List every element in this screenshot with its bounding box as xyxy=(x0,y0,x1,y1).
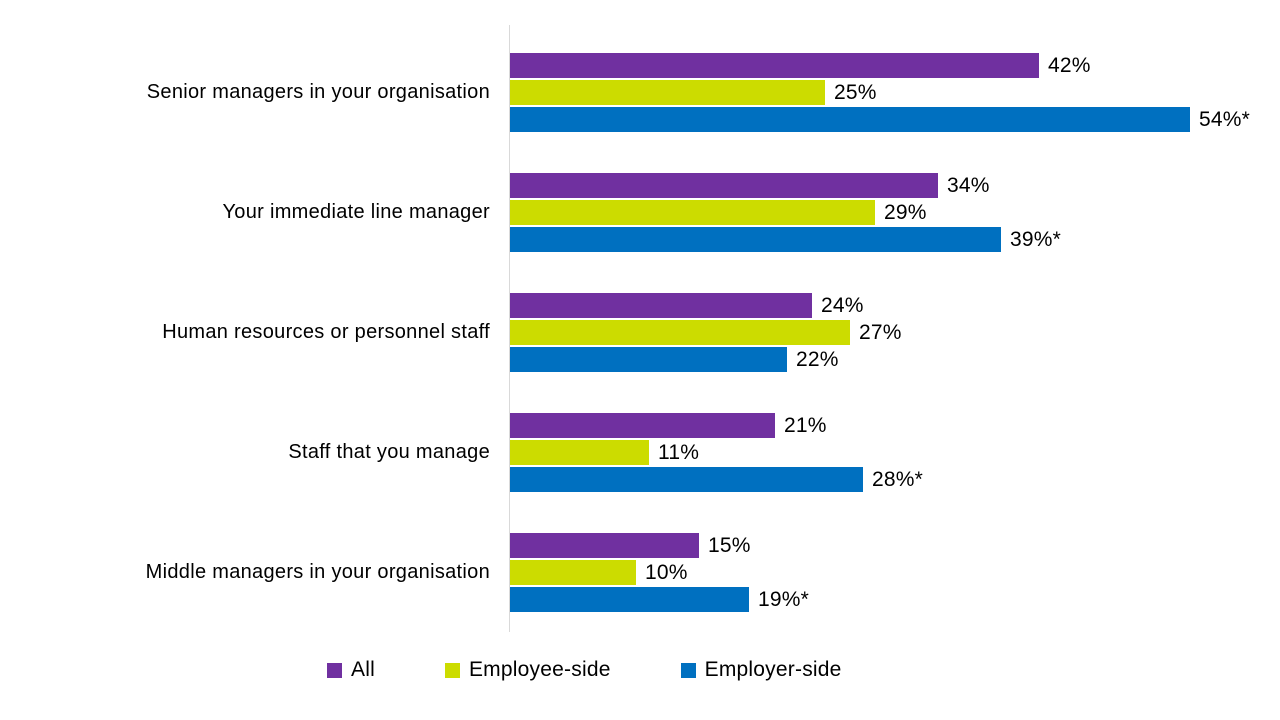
value-label: 24% xyxy=(821,294,864,317)
legend: All Employee-side Employer-side xyxy=(327,658,842,682)
legend-item-employee-side: Employee-side xyxy=(444,658,611,682)
legend-swatch-all xyxy=(327,662,342,678)
bar xyxy=(510,467,863,492)
bar xyxy=(510,320,850,345)
legend-item-employer-side: Employer-side xyxy=(680,658,842,682)
category-label: Senior managers in your organisation xyxy=(146,81,490,103)
bar xyxy=(510,293,812,318)
value-label: 19%* xyxy=(758,588,810,611)
value-label: 22% xyxy=(796,348,839,371)
legend-label: Employer-side xyxy=(704,658,842,681)
bar xyxy=(510,107,1190,132)
bar xyxy=(510,347,787,372)
bar xyxy=(510,80,825,105)
bar xyxy=(510,173,938,198)
value-label: 21% xyxy=(784,414,827,437)
legend-swatch-employee-side xyxy=(444,662,460,678)
bar xyxy=(510,533,699,558)
bar xyxy=(510,413,775,438)
value-label: 34% xyxy=(947,174,990,197)
value-label: 42% xyxy=(1048,54,1091,77)
bar xyxy=(510,53,1039,78)
value-label: 25% xyxy=(834,81,877,104)
y-axis-line xyxy=(509,25,510,632)
category-label: Middle managers in your organisation xyxy=(145,561,490,583)
category-label: Your immediate line manager xyxy=(222,201,490,223)
legend-label: All xyxy=(351,658,375,681)
value-label: 29% xyxy=(884,201,927,224)
legend-swatch-employer-side xyxy=(680,662,696,678)
legend-label: Employee-side xyxy=(468,658,611,681)
bar xyxy=(510,440,649,465)
value-label: 39%* xyxy=(1010,228,1062,251)
category-label: Human resources or personnel staff xyxy=(162,321,490,343)
bar xyxy=(510,587,749,612)
value-label: 28%* xyxy=(872,468,924,491)
category-label: Staff that you manage xyxy=(288,441,490,463)
value-label: 11% xyxy=(658,441,700,464)
bar xyxy=(510,560,636,585)
value-label: 27% xyxy=(859,321,902,344)
bar xyxy=(510,227,1001,252)
value-label: 54%* xyxy=(1199,108,1251,131)
legend-item-all: All xyxy=(327,658,375,682)
value-label: 15% xyxy=(708,534,751,557)
bar xyxy=(510,200,875,225)
value-label: 10% xyxy=(645,561,688,584)
